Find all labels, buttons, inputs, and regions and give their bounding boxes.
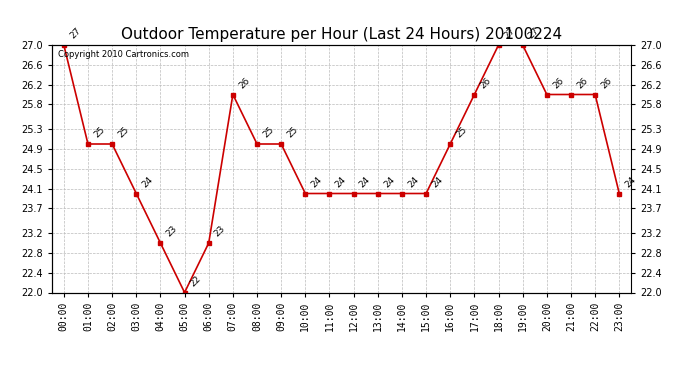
Text: 26: 26 [575, 76, 589, 90]
Text: 25: 25 [262, 125, 275, 140]
Text: 27: 27 [68, 26, 82, 41]
Text: 25: 25 [455, 125, 469, 140]
Text: 25: 25 [117, 125, 130, 140]
Text: 23: 23 [213, 224, 227, 239]
Text: 24: 24 [624, 175, 638, 189]
Text: 26: 26 [237, 76, 251, 90]
Text: 23: 23 [165, 224, 179, 239]
Text: 24: 24 [334, 175, 348, 189]
Text: 24: 24 [358, 175, 372, 189]
Text: 24: 24 [382, 175, 396, 189]
Text: 26: 26 [479, 76, 493, 90]
Text: 25: 25 [286, 125, 299, 140]
Text: 26: 26 [551, 76, 565, 90]
Text: 26: 26 [600, 76, 613, 90]
Text: Copyright 2010 Cartronics.com: Copyright 2010 Cartronics.com [57, 50, 188, 59]
Title: Outdoor Temperature per Hour (Last 24 Hours) 20100224: Outdoor Temperature per Hour (Last 24 Ho… [121, 27, 562, 42]
Text: 22: 22 [189, 274, 203, 288]
Text: 27: 27 [527, 26, 541, 41]
Text: 24: 24 [431, 175, 444, 189]
Text: 24: 24 [310, 175, 324, 189]
Text: 25: 25 [92, 125, 106, 140]
Text: 24: 24 [141, 175, 155, 189]
Text: 24: 24 [406, 175, 420, 189]
Text: 27: 27 [503, 26, 517, 41]
